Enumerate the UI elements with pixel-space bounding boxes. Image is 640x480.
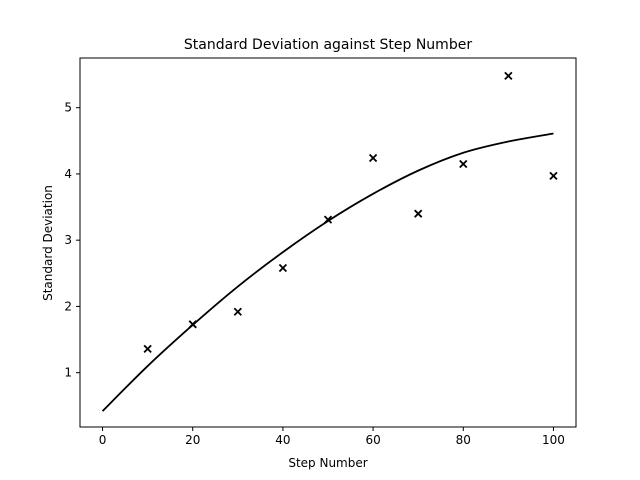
y-tick-label: 5 — [64, 101, 72, 115]
x-tick-label: 80 — [456, 433, 471, 447]
axes-frame — [79, 57, 577, 428]
data-point-marker — [233, 307, 242, 316]
y-axis-label: Standard Deviation — [41, 185, 55, 301]
data-point-marker — [368, 153, 378, 163]
plot-area — [101, 71, 558, 412]
x-tick-label: 100 — [542, 433, 565, 447]
y-tick-label: 3 — [64, 233, 72, 247]
chart-title: Standard Deviation against Step Number — [184, 37, 472, 53]
data-point-marker — [143, 344, 152, 353]
y-tick-label: 4 — [64, 167, 72, 181]
data-point-marker — [414, 209, 423, 218]
y-tick-label: 1 — [64, 366, 72, 380]
fit-curve — [101, 132, 554, 412]
x-tick-label: 40 — [275, 433, 290, 447]
x-axis-label: Step Number — [288, 456, 367, 470]
x-axis: 0 20 40 60 80 100 — [99, 427, 565, 447]
y-tick-label: 2 — [64, 299, 72, 313]
x-tick-label: 60 — [365, 433, 380, 447]
data-point-marker — [459, 159, 468, 169]
data-point-marker — [278, 263, 288, 273]
x-tick-label: 20 — [185, 433, 200, 447]
data-point-marker — [504, 71, 513, 81]
data-point-marker — [549, 171, 558, 181]
x-tick-label: 0 — [99, 433, 107, 447]
y-axis: 1 2 3 4 5 — [64, 101, 80, 380]
